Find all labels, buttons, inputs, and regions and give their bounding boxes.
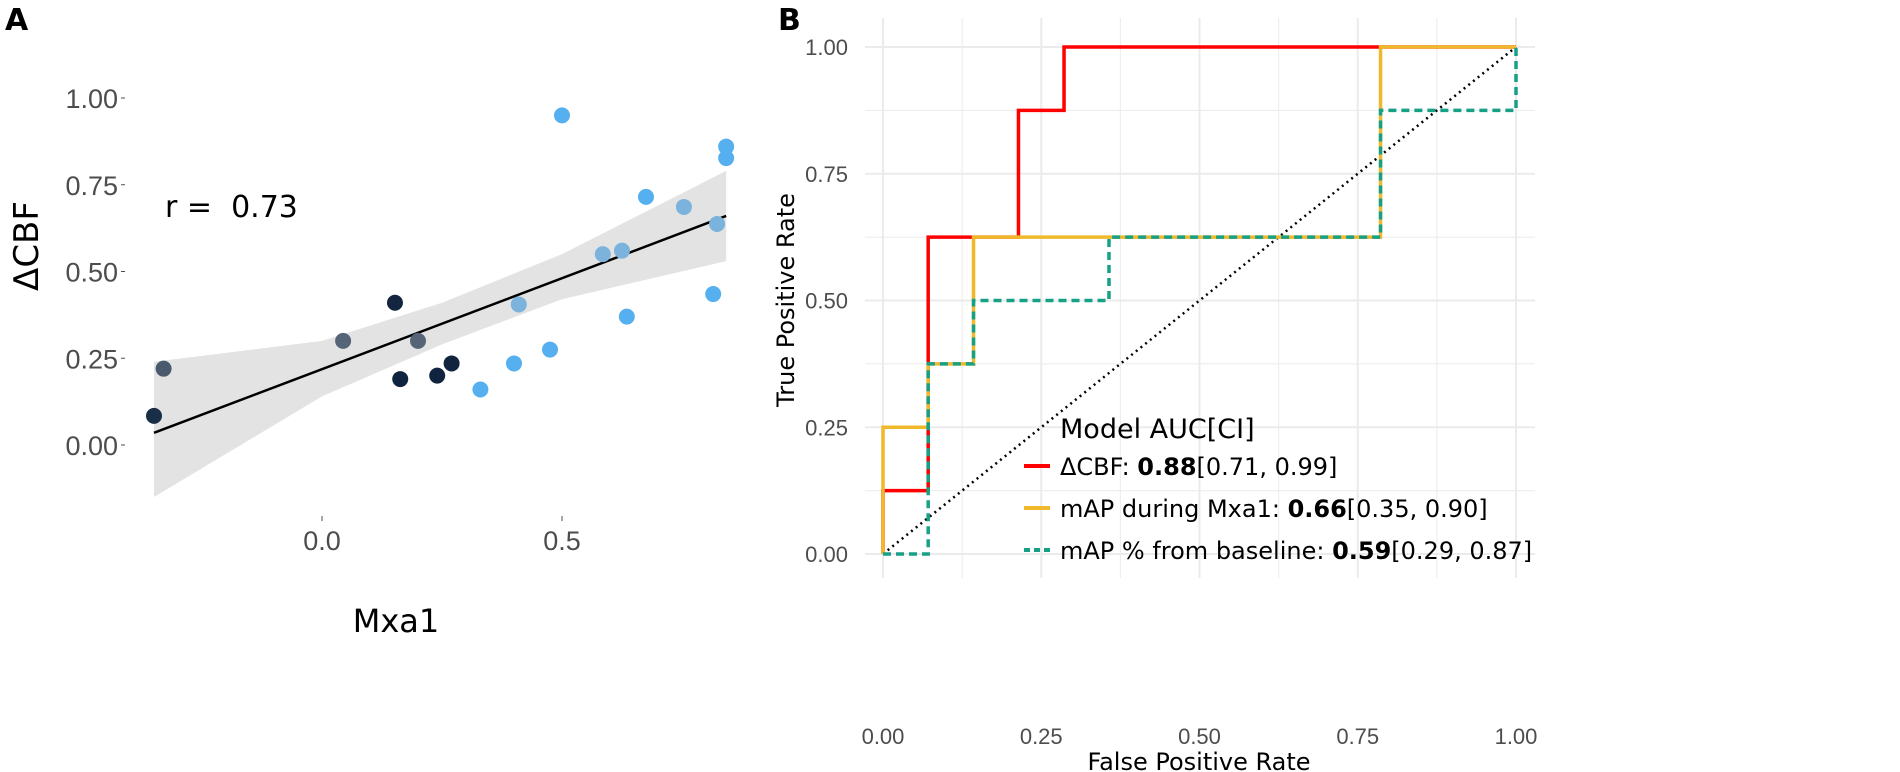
legend: Model AUC[CI] ΔCBF: 0.88[0.71, 0.99] mAP … — [1024, 414, 1532, 565]
data-point — [709, 215, 726, 232]
data-point — [510, 296, 527, 313]
panel-a: A 0.00 0.25 0.50 0.75 1.00 0.0 0.5 r = 0.73 M… — [5, 3, 735, 640]
data-point — [472, 381, 489, 398]
y-axis-label-b: True Positive Rate — [772, 193, 800, 408]
legend-entry-name: ΔCBF: — [1060, 453, 1137, 481]
panel-label-b: B — [778, 3, 801, 38]
x-axis-label-b: False Positive Rate — [1087, 748, 1310, 772]
y-tick-label: 0.25 — [65, 344, 118, 374]
data-point — [443, 355, 460, 372]
y-tick-label: 0.75 — [805, 162, 848, 187]
legend-entry: ΔCBF: 0.88[0.71, 0.99] — [1060, 453, 1337, 481]
confidence-band — [154, 170, 727, 498]
data-point — [705, 286, 722, 303]
y-tick-label: 0.25 — [805, 415, 848, 440]
y-tick-label: 0.00 — [805, 542, 848, 567]
data-point — [638, 188, 654, 205]
x-tick-label: 0.50 — [1178, 724, 1221, 749]
data-point — [386, 294, 403, 311]
data-point — [335, 332, 352, 349]
x-axis-label-a: Mxa1 — [353, 602, 440, 640]
data-point — [718, 150, 735, 167]
x-tick-label: 1.00 — [1495, 724, 1538, 749]
data-point — [392, 371, 409, 388]
correlation-annotation: r = 0.73 — [165, 190, 298, 225]
y-tick-label: 1.00 — [65, 84, 118, 114]
x-tick-label: 0.5 — [543, 526, 581, 556]
y-axis-label-a: ΔCBF — [7, 201, 47, 291]
y-tick-label: 0.50 — [65, 258, 118, 288]
data-point — [429, 367, 446, 384]
data-point — [155, 360, 172, 377]
y-tick-label: 1.00 — [805, 35, 848, 60]
legend-entry-ci: [0.29, 0.87] — [1391, 537, 1532, 565]
x-tick-label: 0.0 — [303, 526, 341, 556]
data-point — [506, 355, 522, 372]
data-point — [614, 242, 630, 259]
y-tick-label: 0.50 — [805, 289, 848, 314]
legend-entry-name: mAP during Mxa1: — [1060, 495, 1288, 523]
data-point — [675, 198, 692, 215]
y-tick-label: 0.75 — [65, 171, 118, 201]
legend-entry-ci: [0.71, 0.99] — [1197, 453, 1338, 481]
data-point — [618, 308, 635, 325]
legend-entry-auc: 0.88 — [1137, 453, 1196, 481]
regression-line — [153, 214, 727, 435]
y-tick-label: 0.00 — [65, 431, 118, 461]
roc-curve-map-from-baseline — [883, 47, 1518, 556]
data-point — [146, 407, 162, 424]
data-point — [554, 107, 570, 124]
legend-entry: mAP % from baseline: 0.59[0.29, 0.87] — [1060, 537, 1532, 565]
data-point — [542, 341, 558, 358]
panel-b: B 0.00 0.00 0.25 0.25 0.50 0.50 0.75 0.75 1.00 1.… — [772, 3, 1537, 772]
legend-entry: mAP during Mxa1: 0.66[0.35, 0.90] — [1060, 495, 1488, 523]
x-tick-label: 0.00 — [862, 724, 905, 749]
legend-entry-ci: [0.35, 0.90] — [1347, 495, 1488, 523]
panel-label-a: A — [5, 3, 29, 38]
legend-entry-name: mAP % from baseline: — [1060, 537, 1332, 565]
x-tick-label: 0.25 — [1020, 724, 1063, 749]
x-tick-label: 0.75 — [1336, 724, 1379, 749]
legend-entry-auc: 0.59 — [1332, 537, 1391, 565]
data-point — [718, 138, 735, 155]
legend-entry-auc: 0.66 — [1288, 495, 1347, 523]
data-point — [594, 246, 611, 263]
data-point — [410, 332, 426, 349]
legend-title: Model AUC[CI] — [1060, 414, 1255, 445]
